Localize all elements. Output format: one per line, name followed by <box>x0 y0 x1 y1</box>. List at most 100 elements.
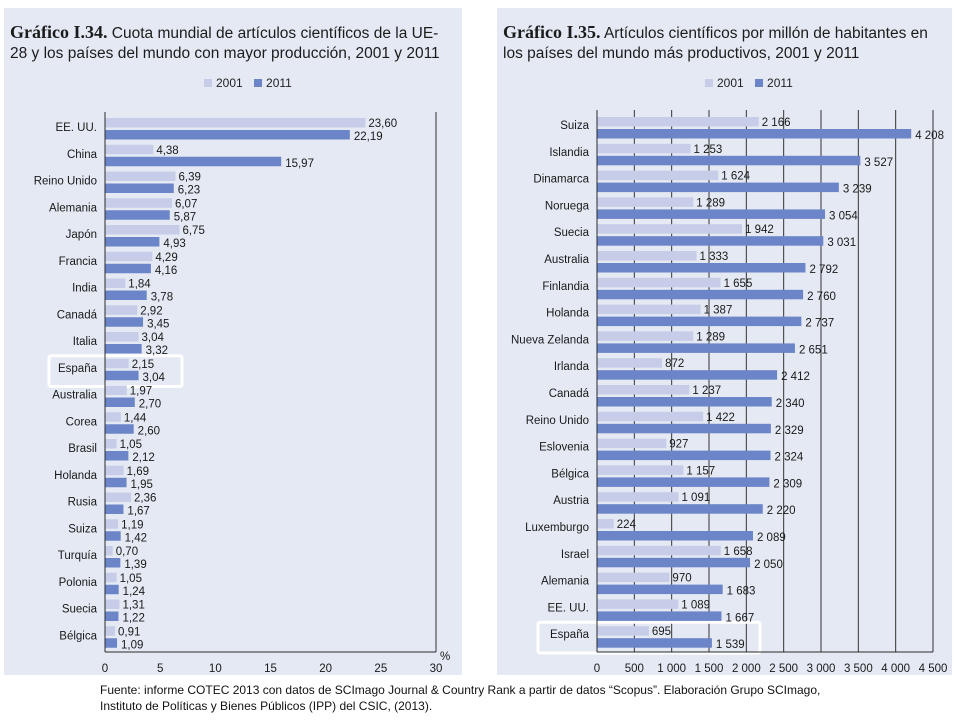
category-label: Suecia <box>62 604 98 616</box>
bar-2011 <box>597 423 771 434</box>
chart-title: Gráfico I.34. Cuota mundial de artículos… <box>10 22 450 64</box>
category-label: España <box>550 629 590 641</box>
data-label-2011: 3,45 <box>147 318 169 330</box>
bar-2011 <box>597 557 751 568</box>
data-label-2001: 1,05 <box>120 573 142 585</box>
data-label-2001: 224 <box>617 519 637 531</box>
data-label-2001: 6,07 <box>175 198 197 210</box>
data-label-2011: 1,09 <box>121 639 143 651</box>
x-tick-label: 0 <box>102 663 108 675</box>
bar-2001 <box>105 225 180 235</box>
category-label: Canadá <box>57 309 98 321</box>
category-label: Australia <box>52 390 97 402</box>
bar-2001 <box>597 599 679 609</box>
bar-2001 <box>597 304 701 315</box>
bar-2001 <box>597 492 679 502</box>
data-label-2001: 1,31 <box>122 600 144 612</box>
bar-2001 <box>105 519 119 529</box>
data-label-2001: 23,60 <box>368 118 397 130</box>
category-label: Canadá <box>549 388 590 400</box>
bar-2001 <box>105 546 113 556</box>
data-label-2001: 4,38 <box>156 145 178 157</box>
bar-2001 <box>597 545 721 556</box>
bar-2011 <box>105 156 282 167</box>
x-tick-label: 2 000 <box>732 663 761 675</box>
data-label-2001: 1,69 <box>127 466 149 478</box>
chart-panel-right: Gráfico I.35. Artículos científicos por … <box>497 8 952 675</box>
data-label-2011: 2 220 <box>767 505 796 517</box>
bar-2011 <box>597 504 763 514</box>
data-label-2001: 1 091 <box>681 492 710 504</box>
category-label: EE. UU. <box>55 122 97 134</box>
data-label-2011: 2,70 <box>139 399 161 411</box>
bar-2001 <box>597 170 719 181</box>
data-label-2011: 15,97 <box>285 158 314 170</box>
bar-2001 <box>105 572 117 583</box>
category-label: Nueva Zelanda <box>511 334 590 346</box>
data-label-2001: 1,97 <box>130 386 152 398</box>
category-label: Suiza <box>560 120 589 132</box>
data-label-2011: 1,42 <box>125 532 147 544</box>
data-label-2011: 2 050 <box>754 559 783 571</box>
x-tick-label: 10 <box>209 663 222 675</box>
category-label: Japón <box>66 229 97 241</box>
data-label-2001: 3,04 <box>142 332 165 344</box>
data-label-2011: 1,22 <box>122 613 144 625</box>
data-label-2011: 2 089 <box>757 532 786 544</box>
bar-2001 <box>105 278 126 288</box>
category-label: Bélgica <box>59 630 97 642</box>
bar-2011 <box>597 209 826 219</box>
bar-2001 <box>597 438 667 449</box>
bar-2011 <box>597 236 824 246</box>
data-label-2001: 1 422 <box>706 412 735 424</box>
data-label-2011: 2 792 <box>809 264 838 276</box>
bar-2001 <box>597 251 697 261</box>
bar-2001 <box>597 331 694 341</box>
bar-2011 <box>105 290 147 300</box>
bar-2011 <box>597 450 771 461</box>
data-label-2011: 2 309 <box>773 478 802 490</box>
data-label-2011: 4 208 <box>915 130 944 142</box>
data-label-2011: 3 054 <box>829 210 858 222</box>
legend-swatch-2011 <box>755 79 764 87</box>
source-note: Fuente: informe COTEC 2013 con datos de … <box>100 683 821 713</box>
category-label: Suecia <box>554 227 590 239</box>
category-label: Luxemburgo <box>525 522 589 534</box>
bar-2001 <box>105 439 117 449</box>
category-label: Suiza <box>68 523 97 535</box>
bar-2011 <box>105 317 144 327</box>
data-label-2011: 1,67 <box>127 506 149 518</box>
data-label-2011: 22,19 <box>354 131 383 143</box>
data-label-2011: 3 031 <box>827 237 856 249</box>
data-label-2011: 2 737 <box>805 318 834 330</box>
data-label-2001: 1 237 <box>692 385 721 397</box>
data-label-2001: 695 <box>652 626 671 638</box>
data-label-2001: 1 289 <box>696 197 725 209</box>
data-label-2011: 4,93 <box>163 238 185 250</box>
bar-2011 <box>597 638 712 648</box>
legend-label-2001: 2001 <box>216 76 243 90</box>
data-label-2011: 3 239 <box>843 184 872 196</box>
chart-title: Gráfico I.35. Artículos científicos por … <box>503 22 943 64</box>
bar-2011 <box>105 183 174 193</box>
bar-2011 <box>105 611 119 621</box>
data-label-2011: 2,12 <box>132 452 154 464</box>
chart-title-text: Artículos científicos por millón de habi… <box>503 25 928 62</box>
data-label-2011: 6,23 <box>178 185 200 197</box>
bar-2011 <box>597 289 804 300</box>
bar-2011 <box>597 316 802 327</box>
bar-2011 <box>105 210 170 220</box>
x-tick-label: 30 <box>430 663 443 675</box>
data-label-2011: 3 527 <box>864 157 893 169</box>
bar-2001 <box>597 465 684 475</box>
data-label-2001: 1 289 <box>696 331 725 343</box>
x-tick-label: 1 000 <box>657 663 686 675</box>
legend-swatch-2011 <box>254 79 263 87</box>
legend: 2001 2011 <box>697 76 793 90</box>
data-label-2011: 1,95 <box>131 479 153 491</box>
bar-2001 <box>597 358 663 368</box>
data-label-2011: 3,78 <box>151 292 173 304</box>
category-label: Finlandia <box>542 281 589 293</box>
category-label: Reino Unido <box>526 415 589 427</box>
